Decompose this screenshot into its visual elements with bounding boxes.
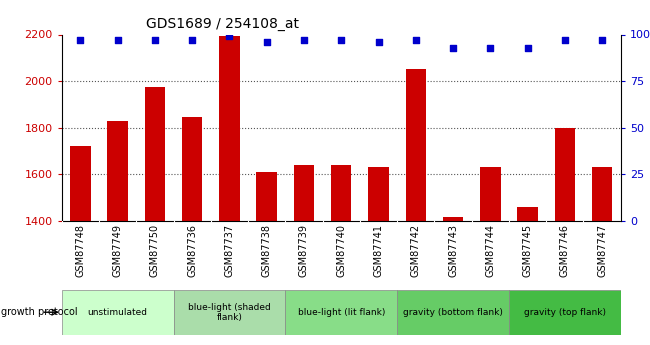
Text: gravity (top flank): gravity (top flank) [524, 308, 606, 317]
Bar [406, 69, 426, 221]
Bar [369, 167, 389, 221]
Text: GSM87750: GSM87750 [150, 224, 160, 277]
Bar [294, 165, 314, 221]
Point [75, 37, 86, 43]
Text: GDS1689 / 254108_at: GDS1689 / 254108_at [146, 17, 298, 31]
Text: unstimulated: unstimulated [88, 308, 148, 317]
Bar [174, 290, 285, 335]
Bar [257, 172, 277, 221]
Text: gravity (bottom flank): gravity (bottom flank) [403, 308, 503, 317]
Text: GSM87744: GSM87744 [486, 224, 495, 277]
Point [224, 33, 235, 39]
Bar [62, 290, 174, 335]
Text: GSM87745: GSM87745 [523, 224, 532, 277]
Point [523, 45, 533, 50]
Text: blue-light (lit flank): blue-light (lit flank) [298, 308, 385, 317]
Point [187, 37, 198, 43]
Text: GSM87738: GSM87738 [262, 224, 272, 277]
Bar [397, 290, 509, 335]
Point [373, 39, 384, 45]
Point [448, 45, 458, 50]
Bar [480, 167, 500, 221]
Text: GSM87740: GSM87740 [336, 224, 346, 277]
Bar [285, 290, 397, 335]
Text: GSM87737: GSM87737 [224, 224, 235, 277]
Bar [182, 117, 202, 221]
Bar [145, 87, 165, 221]
Text: GSM87736: GSM87736 [187, 224, 197, 277]
Bar [70, 146, 90, 221]
Text: blue-light (shaded
flank): blue-light (shaded flank) [188, 303, 271, 322]
Point [411, 37, 421, 43]
Text: GSM87739: GSM87739 [299, 224, 309, 277]
Bar [592, 167, 612, 221]
Text: growth protocol: growth protocol [1, 307, 78, 317]
Point [112, 37, 123, 43]
Bar [517, 207, 538, 221]
Text: GSM87742: GSM87742 [411, 224, 421, 277]
Text: GSM87743: GSM87743 [448, 224, 458, 277]
Point [299, 37, 309, 43]
Point [485, 45, 495, 50]
Text: GSM87749: GSM87749 [112, 224, 123, 277]
Text: GSM87747: GSM87747 [597, 224, 607, 277]
Bar [219, 36, 240, 221]
Point [560, 37, 570, 43]
Bar [509, 290, 621, 335]
Bar [554, 128, 575, 221]
Bar [331, 165, 352, 221]
Point [261, 39, 272, 45]
Text: GSM87746: GSM87746 [560, 224, 570, 277]
Text: GSM87748: GSM87748 [75, 224, 85, 277]
Point [336, 37, 346, 43]
Text: GSM87741: GSM87741 [374, 224, 383, 277]
Bar [107, 121, 128, 221]
Point [597, 37, 607, 43]
Point [150, 37, 160, 43]
Bar [443, 217, 463, 221]
